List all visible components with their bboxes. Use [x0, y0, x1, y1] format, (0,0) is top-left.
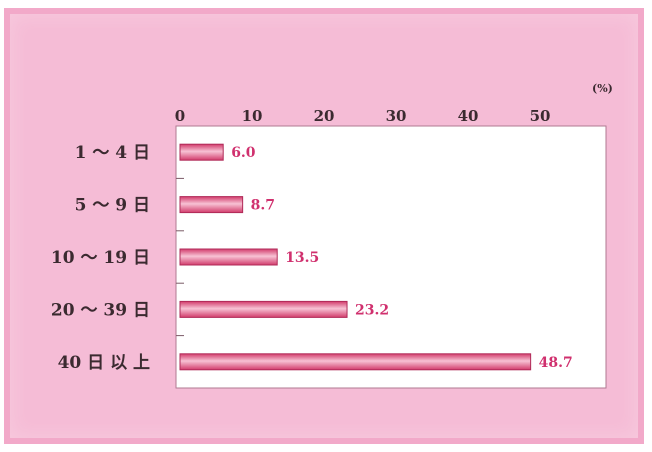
category-label: 5 ～ 9 日 — [75, 196, 150, 216]
bar — [179, 300, 348, 318]
x-tick-label: 40 — [458, 107, 479, 125]
bar-value-label: 8.7 — [251, 198, 275, 214]
bar-chart: 0 10 20 30 40 50 1 ～ 4 日 5 ～ 9 日 10 ～ 19 日 20 ～ … — [51, 82, 613, 389]
x-tick-label: 0 — [175, 107, 185, 125]
x-tick-label: 10 — [242, 107, 263, 125]
category-label: 10 ～ 19 日 — [51, 248, 150, 268]
bar — [179, 196, 244, 214]
bar — [179, 353, 532, 371]
chart-frame: 0 10 20 30 40 50 1 ～ 4 日 5 ～ 9 日 10 ～ 19 日 20 ～ … — [4, 8, 644, 444]
bar-value-label: 48.7 — [539, 355, 573, 371]
bar-value-label: 6.0 — [231, 145, 256, 161]
category-label: 40 日 以 上 — [58, 353, 150, 373]
bar — [179, 248, 278, 266]
bar-value-label: 23.2 — [355, 302, 389, 318]
category-label: 1 ～ 4 日 — [75, 143, 150, 163]
bars: 6.0 8.7 13.5 23.2 48.7 — [179, 143, 573, 371]
bar — [179, 143, 224, 161]
x-unit-label: (%) — [592, 82, 613, 95]
bar-value-label: 13.5 — [285, 250, 319, 266]
x-tick-label: 50 — [530, 107, 551, 125]
x-tick-label: 20 — [314, 107, 335, 125]
y-axis: 1 ～ 4 日 5 ～ 9 日 10 ～ 19 日 20 ～ 39 日 40 日 以 上 — [51, 143, 184, 373]
category-label: 20 ～ 39 日 — [51, 300, 150, 320]
x-axis: 0 10 20 30 40 50 — [175, 107, 551, 125]
x-tick-label: 30 — [386, 107, 407, 125]
